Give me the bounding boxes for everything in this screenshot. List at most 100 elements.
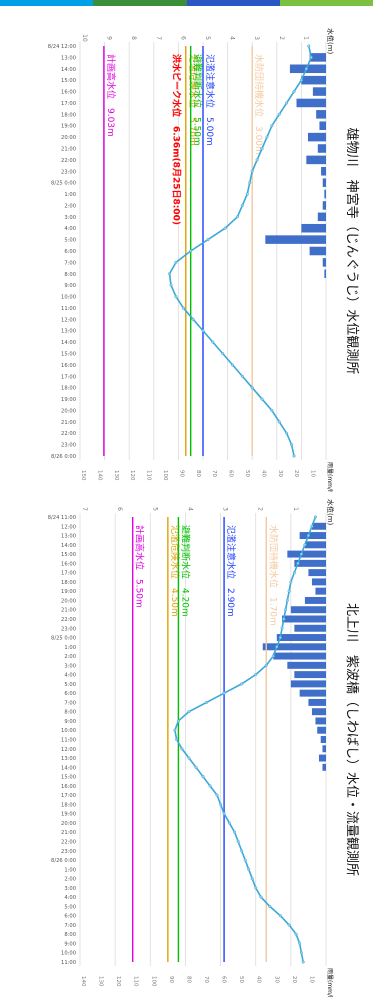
water-level-point (301, 960, 305, 964)
water-tick-label: 7 (155, 36, 162, 40)
rain-tick-label: 0 (326, 470, 332, 474)
threshold-label: 洪水ピーク水位 6.36m(8月25日8:00) (171, 54, 183, 225)
time-tick-label: 11:00 (61, 306, 76, 312)
water-level-point (310, 524, 314, 528)
header-color-segment (0, 0, 94, 6)
rainfall-bar (276, 634, 326, 641)
water-level-point (222, 812, 226, 816)
water-tick-label: 10 (81, 34, 88, 42)
rainfall-bar (287, 661, 326, 669)
time-tick-label: 21:00 (61, 608, 76, 614)
time-tick-label: 1:00 (64, 645, 76, 651)
water-level-point (221, 351, 225, 356)
water-level-point (176, 719, 180, 723)
water-level-point (245, 192, 249, 196)
water-level-line (174, 516, 317, 963)
chart-panel-kitakami: 7 6 5 4 3 2 1 0 0 10 20 30 40 50 60 70 80 90 100 110 120 130 1… (0, 497, 373, 997)
water-level-point (306, 533, 310, 538)
time-tick-label: 8:00 (64, 272, 76, 278)
water-level-point (240, 849, 244, 853)
rainfall-bar (322, 258, 326, 267)
water-level-point (174, 295, 178, 299)
rainfall-bar (321, 167, 326, 176)
chart-title: 雄物川 神宮寺（じんぐうじ）水位観測所 (344, 128, 360, 375)
rainfall-bar (294, 559, 326, 567)
time-tick-label: 8:00 (64, 932, 76, 938)
time-tick-label: 3:00 (64, 886, 76, 892)
rain-tick-label: 50 (238, 976, 244, 983)
time-tick-label: 18:00 (61, 112, 76, 118)
water-level-point (240, 203, 244, 207)
water-tick-label: 9 (106, 36, 113, 40)
time-tick-label: 9:00 (64, 283, 76, 289)
time-tick-label: 11:00 (61, 738, 76, 744)
threshold-label: 避難判断水位 4.20m (179, 525, 191, 617)
water-level-point (250, 877, 254, 881)
water-level-point (255, 158, 259, 162)
time-tick-label: 13:00 (61, 534, 76, 540)
time-tick-label: 18:00 (61, 386, 76, 392)
water-level-point (285, 101, 289, 105)
water-level-point (299, 78, 303, 82)
water-level-point (254, 673, 258, 677)
time-tick-label: 8/25 0:00 (51, 181, 76, 187)
rain-tick-label: 150 (80, 470, 86, 481)
time-tick-label: 8/26 0:00 (51, 454, 76, 460)
water-level-point (282, 617, 286, 621)
time-tick-label: 22:00 (61, 617, 76, 623)
water-level-point (173, 728, 177, 732)
rain-tick-label: 90 (178, 470, 184, 477)
time-tick-label: 4:00 (64, 226, 76, 232)
time-tick-label: 16:00 (61, 90, 76, 96)
time-tick-label: 13:00 (61, 329, 76, 335)
water-level-point (280, 626, 284, 630)
water-level-point (180, 747, 184, 751)
rain-tick-label: 40 (260, 470, 266, 477)
rainfall-bar (308, 698, 326, 706)
time-tick-label: 15:00 (61, 552, 76, 558)
water-level-point (292, 454, 296, 458)
water-level-point (270, 408, 274, 412)
time-tick-label: 10:00 (61, 728, 76, 734)
threshold-label: 氾濫危険水位 5.70m (187, 54, 199, 146)
water-tick-label: 1 (302, 36, 309, 40)
water-level-point (236, 839, 240, 844)
water-level-point (187, 710, 191, 714)
rainfall-bar (322, 178, 326, 187)
water-level-point (270, 124, 274, 128)
water-axis-title: 水位(m) (326, 28, 335, 55)
water-level-point (303, 543, 307, 547)
time-tick-label: 19:00 (61, 124, 76, 130)
rainfall-bar (294, 624, 326, 632)
time-tick-label: 3:00 (64, 663, 76, 669)
time-tick-label: 5:00 (64, 904, 76, 910)
water-level-point (222, 691, 226, 695)
time-tick-label: 22:00 (61, 839, 76, 845)
water-level-point (187, 756, 191, 760)
water-level-point (277, 420, 281, 424)
time-tick-label: 5:00 (64, 238, 76, 244)
time-tick-label: 23:00 (61, 169, 76, 175)
water-level-point (292, 90, 296, 94)
time-tick-label: 20:00 (61, 135, 76, 141)
rainfall-bar (304, 541, 326, 549)
time-tick-label: 23:00 (61, 443, 76, 449)
rain-tick-label: 60 (221, 976, 227, 983)
rainfall-bar (311, 708, 326, 716)
rain-tick-label: 120 (115, 976, 121, 987)
time-tick-label: 2:00 (64, 203, 76, 209)
rainfall-bar (273, 652, 326, 660)
rainfall-bar (304, 596, 326, 604)
rain-tick-label: 20 (291, 976, 297, 983)
time-tick-label: 14:00 (61, 340, 76, 346)
water-level-point (254, 886, 258, 890)
time-tick-label: 23:00 (61, 626, 76, 632)
time-tick-label: 1:00 (64, 192, 76, 198)
water-level-point (268, 904, 272, 908)
time-tick-label: 23:00 (61, 849, 76, 855)
rain-tick-label: 140 (96, 470, 102, 481)
rain-tick-label: 130 (113, 470, 119, 481)
rain-axis-title: 雨量(mm/h) (326, 968, 333, 997)
rainfall-bar (290, 680, 326, 688)
water-level-point (201, 329, 205, 333)
